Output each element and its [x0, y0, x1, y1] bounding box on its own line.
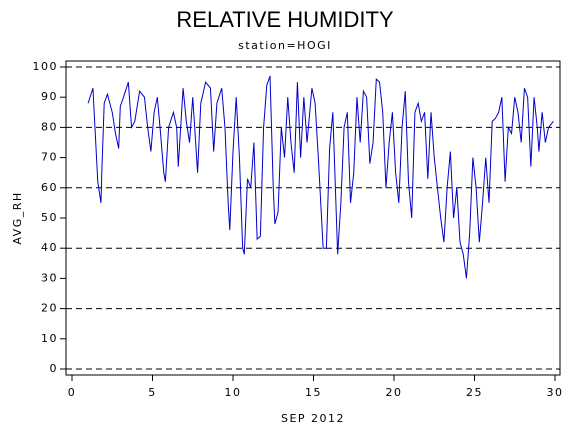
x-axis-label: SEP 2012 [281, 412, 345, 425]
y-tick-label: 40 [41, 241, 58, 254]
data-line [87, 75, 554, 279]
y-tick-label: 10 [41, 332, 58, 345]
y-tick-label: 70 [41, 151, 58, 164]
plot-frame [65, 60, 561, 376]
y-tick-label: 100 [33, 60, 59, 73]
x-tick-label: 0 [68, 386, 77, 399]
y-tick-label: 0 [50, 362, 59, 375]
x-tick-label: 15 [305, 386, 322, 399]
y-axis-label: AVG_RH [11, 191, 24, 244]
y-tick-label: 20 [41, 302, 58, 315]
x-tick-label: 25 [466, 386, 483, 399]
y-tick-label: 80 [41, 120, 58, 133]
y-tick-label: 50 [41, 211, 58, 224]
x-tick-label: 10 [225, 386, 242, 399]
chart-title: RELATIVE HUMIDITY [176, 7, 394, 32]
y-tick-label: 60 [41, 181, 58, 194]
x-tick-label: 30 [547, 386, 564, 399]
chart-subtitle: station=HOGI [238, 39, 332, 52]
y-tick-label: 30 [41, 271, 58, 284]
x-tick-label: 20 [386, 386, 403, 399]
x-tick-label: 5 [148, 386, 157, 399]
y-tick-label: 90 [41, 90, 58, 103]
